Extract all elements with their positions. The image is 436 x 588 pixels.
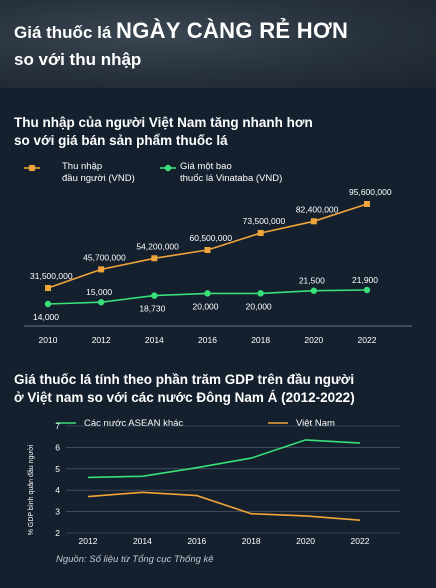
point-income-2010	[45, 285, 51, 291]
point-income-2020	[310, 218, 317, 225]
chart2-title-line1: Giá thuốc lá tính theo phần trăm GDP trê…	[14, 372, 355, 387]
legend-price-label: thuốc lá Vinataba (VND)	[180, 173, 282, 184]
label-income-2020: 82,400,000	[296, 204, 339, 214]
x-tick-2014: 2014	[145, 335, 164, 345]
legend-income-label: đầu người (VND)	[62, 173, 135, 184]
label-price-2012: 15,000	[86, 287, 112, 297]
chart1-title-line1: Thu nhập của người Việt Nam tăng nhanh h…	[14, 115, 313, 130]
x-tick-2010: 2010	[39, 335, 58, 345]
y-tick-4: 4	[55, 485, 60, 495]
label-price-2010: 14,000	[33, 312, 59, 322]
label-income-2010: 31,500,000	[30, 271, 73, 281]
series-line-asean	[87, 439, 361, 479]
point-price-2016	[204, 290, 211, 297]
legend-price-label: Giá một bao	[180, 161, 232, 172]
x-tick-2018: 2018	[251, 335, 270, 345]
main-title: Giá thuốc lá NGÀY CÀNG RẺ HƠN	[14, 18, 348, 44]
price-gdp-chart: Các nước ASEAN khác Việt Nam 2 3 4 5 6 7 % GDP b…	[26, 418, 400, 546]
label-income-2014: 54,200,000	[136, 241, 179, 251]
legend-asean-label: Các nước ASEAN khác	[84, 418, 183, 429]
point-price-2014	[151, 292, 158, 299]
main-title-part1: Giá thuốc lá	[14, 23, 117, 42]
label-price-2018: 20,000	[246, 301, 272, 311]
x-tick-2022: 2022	[358, 335, 377, 345]
label-price-2014: 18,730	[139, 304, 165, 314]
point-price-2010	[44, 300, 52, 308]
main-subtitle: so với thu nhập	[14, 50, 142, 69]
label-income-2018: 73,500,000	[243, 216, 286, 226]
x-tick-2022: 2022	[351, 536, 370, 546]
point-income-2014	[151, 255, 158, 262]
point-price-2018	[257, 290, 264, 297]
y-axis-label: % GDP bình quân đầu người	[26, 444, 35, 535]
point-income-2018	[257, 229, 264, 236]
y-tick-2: 2	[55, 528, 60, 538]
label-price-2020: 21,500	[299, 276, 325, 286]
source-note: Nguồn: Số liệu từ Tổng cục Thống kê	[56, 554, 214, 565]
point-income-2012	[98, 266, 105, 273]
label-price-2016: 20,000	[193, 301, 219, 311]
point-income-2022	[364, 201, 370, 207]
label-income-2022: 95,600,000	[349, 187, 392, 197]
legend-income-marker	[29, 165, 35, 171]
x-tick-2014: 2014	[133, 536, 152, 546]
main-title-emphasis: NGÀY CÀNG RẺ HƠN	[116, 18, 349, 43]
y-tick-7: 7	[55, 421, 60, 431]
legend-vietnam-label: Việt Nam	[296, 418, 335, 429]
header-banner	[0, 0, 436, 88]
chart2-title-line2: ở Việt nam so với các nước Đông Nam Á (2…	[14, 390, 355, 405]
x-tick-2016: 2016	[198, 335, 217, 345]
y-tick-3: 3	[55, 507, 60, 517]
y-tick-6: 6	[55, 442, 60, 452]
point-income-2016	[204, 246, 211, 253]
label-income-2012: 45,700,000	[83, 252, 126, 262]
label-price-2022: 21,900	[352, 275, 378, 285]
chart1-title-line2: so với giá bán sản phẩm thuốc lá	[14, 133, 228, 148]
label-income-2016: 60,500,000	[190, 233, 233, 243]
x-tick-2020: 2020	[304, 335, 323, 345]
x-tick-2018: 2018	[242, 536, 261, 546]
x-tick-2012: 2012	[92, 335, 111, 345]
series-line-vietnam	[87, 491, 361, 521]
legend-price-marker	[164, 164, 172, 172]
x-tick-2012: 2012	[79, 536, 98, 546]
y-tick-5: 5	[55, 464, 60, 474]
legend-income-label: Thu nhập	[62, 161, 102, 172]
point-price-2012	[97, 299, 105, 306]
x-tick-2016: 2016	[187, 536, 206, 546]
point-price-2022	[363, 286, 371, 294]
x-tick-2020: 2020	[296, 536, 315, 546]
point-price-2020	[310, 287, 318, 294]
